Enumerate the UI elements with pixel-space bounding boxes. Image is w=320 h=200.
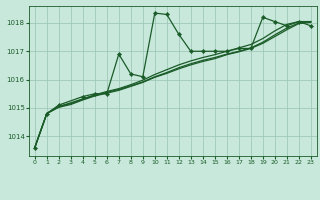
Text: Graphe pression niveau de la mer (hPa): Graphe pression niveau de la mer (hPa): [58, 185, 262, 194]
